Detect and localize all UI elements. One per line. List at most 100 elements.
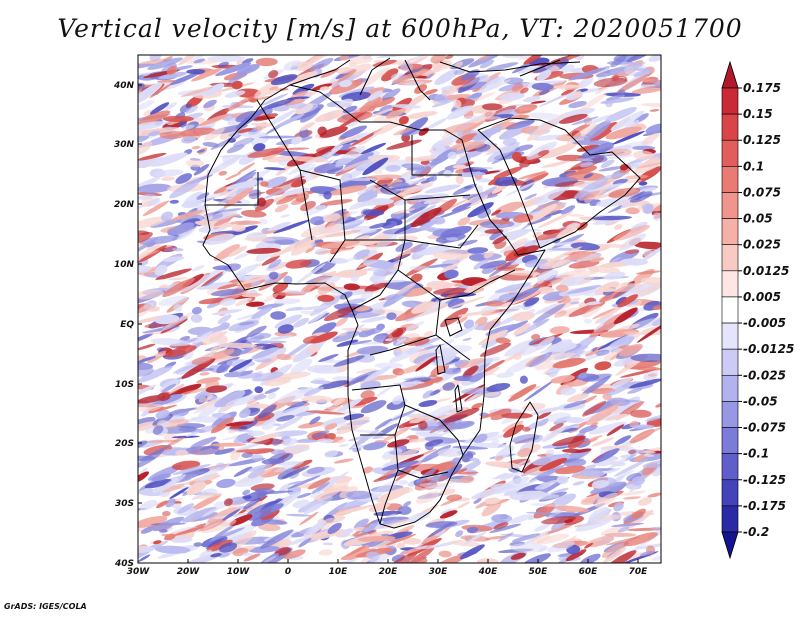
velocity-streak [326,144,344,157]
velocity-streak [401,163,425,170]
velocity-streak [169,536,193,543]
velocity-streak [430,146,446,157]
velocity-streak [531,406,563,415]
velocity-streak [565,416,584,424]
velocity-streak [333,355,365,367]
velocity-streak [251,371,284,382]
velocity-streak [233,466,253,477]
velocity-streak [491,513,513,523]
velocity-streak [303,204,327,216]
velocity-streak [538,89,550,96]
velocity-streak [553,339,573,351]
velocity-streak [451,457,462,466]
velocity-streak [284,535,313,547]
colorbar-label: 0.1 [743,159,764,173]
velocity-streak [482,110,496,120]
velocity-streak [324,449,339,458]
colorbar-swatch [721,348,739,376]
velocity-streak [324,432,336,441]
velocity-streak [485,145,509,156]
velocity-streak [509,286,541,303]
velocity-streak [594,361,612,371]
velocity-streak [469,372,486,383]
velocity-streak [375,234,397,248]
velocity-streak [418,420,428,430]
velocity-streak [207,55,245,63]
lake-malawi [454,384,463,413]
velocity-streak [323,306,357,322]
velocity-streak [312,430,330,439]
velocity-streak [590,481,627,495]
velocity-streak [647,373,657,377]
velocity-streak [541,143,577,159]
velocity-streak [313,234,329,241]
velocity-streak [396,282,417,295]
velocity-streak [450,141,486,151]
velocity-streak [201,271,224,287]
velocity-streak [273,113,305,129]
velocity-streak [274,371,311,381]
velocity-streak [451,202,472,212]
lat-label-10n: 10N [114,260,135,270]
velocity-streak [138,516,168,528]
velocity-streak [248,545,280,553]
velocity-streak [339,79,352,88]
velocity-streak [532,303,566,324]
velocity-streak [201,519,237,534]
velocity-streak [418,400,438,407]
velocity-streak [437,447,468,457]
velocity-streak [562,448,583,454]
velocity-streak [403,501,412,507]
velocity-streak [278,483,291,493]
lon-label-30e: 30E [429,567,449,577]
velocity-streak [158,474,187,492]
velocity-streak [531,333,541,341]
velocity-streak [168,277,188,281]
velocity-streak [488,177,501,186]
velocity-streak [522,426,531,432]
velocity-streak [177,229,195,240]
velocity-streak [631,424,655,429]
velocity-streak [613,224,623,230]
velocity-streak [628,378,661,389]
velocity-streak [169,71,201,86]
velocity-streak [277,461,300,466]
velocity-streak [490,408,512,421]
velocity-streak [482,103,503,111]
velocity-streak [144,478,172,489]
velocity-streak [463,185,473,189]
velocity-streak [468,55,505,68]
velocity-streak [337,332,348,337]
velocity-streak [410,273,423,283]
velocity-streak [524,465,546,476]
velocity-streak [154,169,184,177]
velocity-streak [392,208,416,215]
velocity-streak [617,294,639,308]
velocity-streak [555,381,575,395]
velocity-streak [324,423,338,431]
velocity-streak [515,344,543,357]
velocity-streak [591,308,616,320]
velocity-streak [528,112,564,120]
velocity-streak [567,284,602,294]
velocity-streak [627,190,646,200]
velocity-streak [204,127,225,141]
velocity-streak [254,386,264,394]
velocity-streak [578,276,594,285]
velocity-streak [350,274,360,282]
velocity-streak [338,443,349,448]
lon-label-50e: 50E [529,567,549,577]
velocity-streak [270,74,298,86]
velocity-streak [205,156,242,176]
velocity-streak [264,176,287,188]
velocity-streak [604,532,637,537]
velocity-streak [246,500,278,516]
velocity-streak [346,256,357,262]
country-borders [202,57,641,529]
velocity-streak [651,554,661,561]
velocity-streak [602,312,626,326]
velocity-streak [158,71,188,80]
velocity-streak [487,141,520,163]
velocity-streak [393,126,415,136]
velocity-streak [172,464,211,475]
